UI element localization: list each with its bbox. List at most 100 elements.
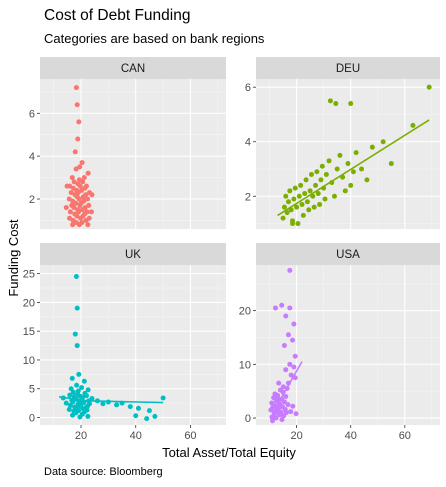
data-point-deu xyxy=(299,201,305,207)
data-point-deu xyxy=(300,212,306,218)
y-axis-title: Funding Cost xyxy=(6,219,21,297)
panel-background-deu xyxy=(256,79,440,229)
data-point-deu xyxy=(315,191,321,197)
y-tick-label: 10 xyxy=(239,359,251,371)
data-point-deu xyxy=(295,221,301,227)
data-point-usa xyxy=(281,343,287,349)
data-point-can xyxy=(77,183,83,189)
data-point-uk xyxy=(100,401,106,407)
data-point-usa xyxy=(287,361,293,367)
data-point-deu xyxy=(290,221,296,227)
data-point-usa xyxy=(285,332,291,338)
data-point-uk xyxy=(114,402,120,408)
data-point-uk xyxy=(74,305,80,311)
data-point-uk xyxy=(72,331,78,337)
data-point-deu xyxy=(280,215,286,221)
data-point-deu xyxy=(388,161,394,167)
panel-strip-can xyxy=(40,57,226,79)
data-point-usa xyxy=(283,313,289,319)
panel-background-uk xyxy=(40,265,226,425)
data-point-deu xyxy=(353,150,359,156)
data-point-usa xyxy=(276,380,282,386)
data-point-uk xyxy=(135,405,141,411)
data-point-deu xyxy=(317,201,323,207)
y-tick-label: 4 xyxy=(29,151,35,163)
data-point-deu xyxy=(348,182,354,188)
data-point-uk xyxy=(133,413,139,419)
data-point-deu xyxy=(348,101,354,107)
x-tick-label: 60 xyxy=(399,430,411,442)
data-point-deu xyxy=(326,158,332,164)
y-tick-label: 25 xyxy=(23,269,35,281)
y-tick-label: 0 xyxy=(29,413,35,425)
data-point-deu xyxy=(322,196,328,202)
data-point-uk xyxy=(160,395,166,401)
data-point-deu xyxy=(284,210,290,216)
data-point-deu xyxy=(310,193,316,199)
data-point-can xyxy=(77,215,83,221)
data-point-deu xyxy=(294,204,300,210)
data-point-uk xyxy=(81,378,87,384)
data-point-deu xyxy=(369,144,375,150)
data-point-usa xyxy=(285,402,291,408)
data-point-usa xyxy=(290,337,296,343)
panel-usa: USA 0 10 20 20 40 60 xyxy=(239,243,440,442)
data-point-deu xyxy=(314,169,320,175)
panel-deu: DEU 2 4 6 xyxy=(245,57,440,229)
trend-line-usa xyxy=(271,361,303,415)
data-point-can xyxy=(85,170,91,176)
data-point-deu xyxy=(350,169,356,175)
data-point-uk xyxy=(146,408,152,414)
data-point-can xyxy=(76,119,82,125)
data-point-usa xyxy=(283,367,289,373)
data-point-deu xyxy=(345,161,351,167)
data-point-usa xyxy=(281,399,287,405)
data-point-can xyxy=(64,183,70,189)
data-point-usa xyxy=(279,302,285,308)
data-point-can xyxy=(72,149,78,155)
trend-line-uk xyxy=(58,396,164,404)
data-point-usa xyxy=(292,353,298,359)
data-point-usa xyxy=(291,364,297,370)
data-point-uk xyxy=(70,412,76,418)
data-point-can xyxy=(76,196,82,202)
data-point-can xyxy=(68,190,74,196)
data-point-uk xyxy=(144,416,150,422)
y-tick-label: 10 xyxy=(23,355,35,367)
data-point-deu xyxy=(323,171,329,177)
data-point-deu xyxy=(313,182,319,188)
data-point-can xyxy=(79,160,85,166)
panel-can: CAN 2 4 6 xyxy=(29,57,226,229)
data-point-deu xyxy=(298,182,304,188)
data-point-deu xyxy=(333,101,339,107)
data-point-can xyxy=(81,175,87,181)
data-point-deu xyxy=(334,166,340,172)
data-point-deu xyxy=(337,152,343,158)
data-point-can xyxy=(67,209,73,215)
data-point-usa xyxy=(279,417,285,423)
data-point-uk xyxy=(77,414,83,420)
data-point-deu xyxy=(287,188,293,194)
data-point-can xyxy=(73,166,79,172)
data-point-can xyxy=(71,205,77,211)
panel-label-can: CAN xyxy=(121,63,145,75)
data-point-deu xyxy=(304,199,310,205)
y-tick-label: 2 xyxy=(29,194,35,206)
data-point-deu xyxy=(281,204,287,210)
data-point-usa xyxy=(283,394,289,400)
data-point-can xyxy=(80,194,86,200)
data-point-can xyxy=(89,192,95,198)
chart-subtitle: Categories are based on bank regions xyxy=(44,31,265,46)
data-point-deu xyxy=(283,193,289,199)
data-point-uk xyxy=(74,382,80,388)
panel-uk: UK 0 5 10 15 20 25 20 40 60 xyxy=(23,243,226,442)
y-tick-label: 6 xyxy=(245,82,251,94)
x-tick-label: 20 xyxy=(75,430,87,442)
x-tick-label: 20 xyxy=(290,430,302,442)
data-point-can xyxy=(80,179,86,185)
y-tick-label: 2 xyxy=(245,191,251,203)
data-point-uk xyxy=(70,399,76,405)
data-point-deu xyxy=(331,193,337,199)
data-point-deu xyxy=(303,177,309,183)
